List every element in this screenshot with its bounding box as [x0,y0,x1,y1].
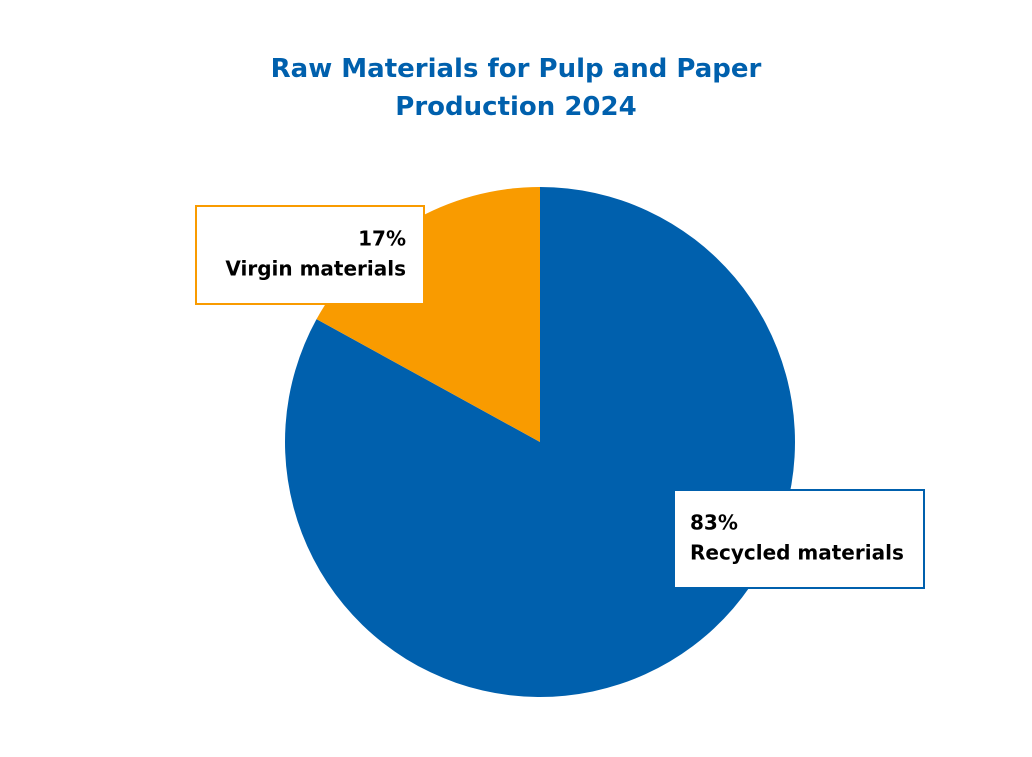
value-label: 83% [690,511,738,535]
category-label: Virgin materials [225,257,406,281]
label-box [195,205,425,305]
category-label: Recycled materials [690,541,904,565]
value-label: 17% [358,227,406,251]
chart-title: Raw Materials for Pulp and Paper Product… [270,54,762,122]
label-box [673,489,925,589]
